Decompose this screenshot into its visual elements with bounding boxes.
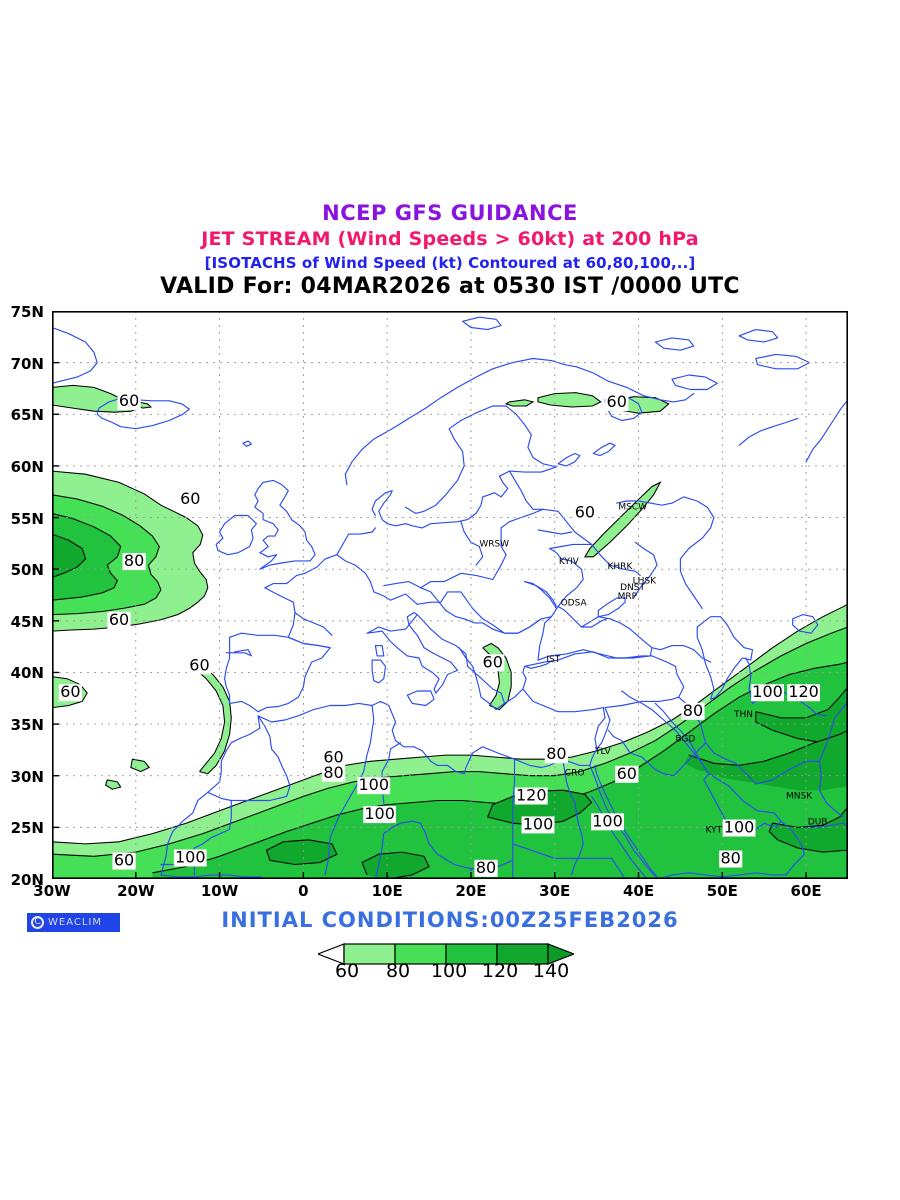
title-block: NCEP GFS GUIDANCE JET STREAM (Wind Speed… (0, 200, 900, 300)
x-axis-label: 40E (622, 882, 655, 900)
contour-label: 60 (114, 851, 134, 870)
contour-label: 60 (189, 655, 209, 674)
city-label: WRSW (479, 539, 509, 549)
contour-label: 60 (607, 392, 627, 411)
colorbar-tick-label: 80 (385, 960, 411, 982)
x-axis-label: 50E (706, 882, 738, 900)
colorbar-tick-label: 120 (481, 960, 519, 982)
map-plot-area: MSCW WRSW KYIV KHRK LHSK DNST MRP ODSA IST TLV CRO… (52, 311, 848, 879)
guidance-title: NCEP GFS GUIDANCE (322, 201, 578, 225)
colorbar-labels: 60 80 100 120 140 (300, 960, 600, 986)
colorbar-tick-label: 60 (334, 960, 360, 982)
colorbar-svg (318, 943, 574, 965)
city-label: IST (546, 655, 560, 665)
y-axis-label: 70N (10, 354, 44, 373)
contour-label: 80 (476, 858, 496, 877)
contour-label: 80 (683, 701, 703, 720)
contour-label: 60 (60, 682, 80, 701)
city-label: THN (733, 710, 753, 720)
contour-label: 60 (575, 503, 595, 522)
city-label: DUB (808, 817, 828, 827)
contour-label: 80 (323, 763, 343, 782)
y-axis-label: 60N (10, 457, 44, 476)
y-axis-label: 25N (10, 819, 44, 838)
x-axis-label: 20W (117, 882, 155, 900)
contour-label: 120 (788, 682, 819, 701)
contour-label: 100 (358, 775, 389, 794)
contour-label: 80 (546, 744, 566, 763)
city-label: DNST (620, 583, 645, 593)
contour-label: 100 (724, 818, 755, 837)
valid-time-line: VALID For: 04MAR2026 at 0530 IST /0000 U… (160, 274, 740, 299)
y-axis-label: 35N (10, 716, 44, 735)
copyright-icon: C (31, 916, 44, 929)
colorbar-tick-label: 100 (430, 960, 468, 982)
contour-label: 100 (592, 811, 623, 830)
y-axis-label: 20N (10, 871, 44, 889)
contour-label: 120 (516, 786, 547, 805)
contour-label: 60 (119, 391, 139, 410)
contour-label: 80 (124, 551, 144, 570)
initial-conditions-line: INITIAL CONDITIONS:00Z25FEB2026 (221, 908, 679, 932)
colorbar-tick-label: 140 (532, 960, 570, 982)
x-axis-label: 0 (298, 882, 309, 900)
city-label: MRP (618, 592, 638, 602)
weaclim-logo: C WEACLIM (27, 913, 120, 932)
city-label: KHRK (608, 562, 634, 572)
city-label: KYIV (559, 557, 580, 567)
contour-label: 60 (617, 764, 637, 783)
x-axis-label: 60E (790, 882, 822, 900)
contour-label: 100 (364, 804, 395, 823)
city-label: MNSK (786, 791, 813, 801)
y-axis-label: 30N (10, 767, 44, 786)
contour-label: 60 (323, 747, 343, 766)
contour-label: 100 (752, 682, 783, 701)
y-axis-label: 65N (10, 406, 44, 425)
city-label: LHSK (633, 577, 657, 587)
colorbar (318, 942, 574, 970)
city-label: MSCW (618, 502, 647, 512)
contour-label: 100 (523, 814, 554, 833)
y-axis-label: 55N (10, 509, 44, 528)
x-axis-label: 10W (200, 882, 239, 900)
city-label: ODSA (561, 598, 588, 608)
city-label: KYT (706, 826, 723, 836)
colorbar-high-arrow (547, 943, 574, 965)
contour-label: 80 (721, 849, 741, 868)
x-axis-label: 10E (371, 882, 403, 900)
y-axis-label: 45N (10, 612, 44, 631)
isotach-subtitle: [ISOTACHS of Wind Speed (kt) Contoured a… (204, 254, 696, 272)
contour-label: 60 (180, 489, 200, 508)
x-axis-label: 30W (33, 882, 71, 900)
city-label: BGD (675, 735, 695, 745)
y-axis-label: 50N (10, 561, 44, 580)
contour-label: 100 (175, 847, 206, 866)
x-axis-label: 20E (455, 882, 487, 900)
product-title: JET STREAM (Wind Speeds > 60kt) at 200 h… (201, 228, 699, 250)
y-axis-label: 40N (10, 664, 44, 683)
city-label: TLV (594, 747, 612, 757)
weaclim-logo-text: WEACLIM (48, 917, 103, 928)
x-axis-label: 30E (539, 882, 571, 900)
y-axis-label: 75N (10, 303, 44, 321)
city-label: CRO (565, 769, 585, 779)
contour-label: 60 (109, 610, 129, 629)
contour-label: 60 (483, 652, 503, 671)
